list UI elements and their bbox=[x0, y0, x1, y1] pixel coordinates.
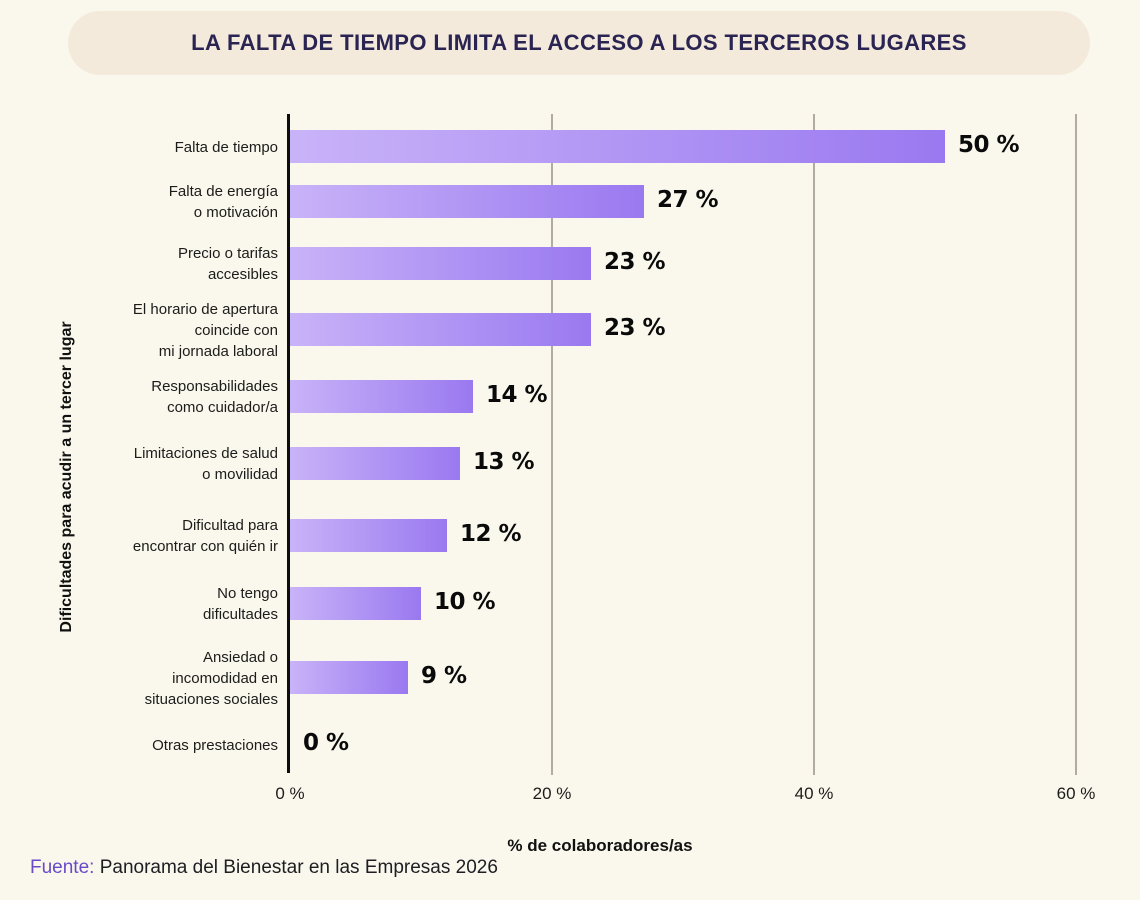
value-label: 27 % bbox=[657, 187, 719, 213]
bar-segment bbox=[290, 313, 591, 346]
value-label: 23 % bbox=[604, 315, 666, 341]
title-pill: LA FALTA DE TIEMPO LIMITA EL ACCESO A LO… bbox=[68, 11, 1090, 75]
x-tick-label: 0 % bbox=[275, 784, 305, 803]
x-axis-title: % de colaboradores/as bbox=[507, 836, 693, 855]
category-label: Precio o tarifas accesibles bbox=[177, 245, 278, 283]
x-tick-label: 40 % bbox=[794, 784, 834, 803]
category-label: Limitaciones de salud o movilidad bbox=[133, 445, 278, 483]
bar-segment bbox=[290, 519, 447, 552]
value-label: 14 % bbox=[486, 382, 548, 408]
source-label: Fuente: bbox=[30, 857, 95, 878]
category-label: Otras prestaciones bbox=[152, 736, 278, 754]
bar-segment bbox=[290, 130, 945, 163]
y-axis-line bbox=[287, 114, 290, 773]
category-label: Ansiedad o incomodidad en situaciones so… bbox=[144, 648, 278, 708]
bar-segment bbox=[290, 661, 408, 694]
chart-title: LA FALTA DE TIEMPO LIMITA EL ACCESO A LO… bbox=[191, 30, 967, 55]
source-text: Panorama del Bienestar en las Empresas 2… bbox=[94, 857, 498, 878]
gridline-20pct bbox=[551, 114, 553, 775]
category-label: Falta de tiempo bbox=[174, 138, 278, 156]
source-note: Fuente: Panorama del Bienestar en las Em… bbox=[30, 857, 498, 879]
x-tick-label: 20 % bbox=[532, 784, 572, 803]
bar-segment bbox=[290, 587, 421, 620]
x-tick-label: 60 % bbox=[1056, 784, 1096, 803]
category-label: El horario de apertura coincide con mi j… bbox=[132, 300, 278, 360]
bar-segment bbox=[290, 380, 473, 413]
category-label: Responsabilidades como cuidador/a bbox=[151, 378, 278, 416]
gridline-60pct bbox=[1075, 114, 1077, 775]
value-label: 9 % bbox=[421, 663, 467, 689]
value-label: 12 % bbox=[460, 521, 522, 547]
value-label: 23 % bbox=[604, 249, 666, 275]
gridline-40pct bbox=[813, 114, 815, 775]
value-label: 50 % bbox=[958, 132, 1020, 158]
category-label: Falta de energía o motivación bbox=[168, 183, 278, 221]
value-label: 0 % bbox=[303, 730, 349, 756]
category-label: No tengo dificultades bbox=[202, 585, 278, 623]
bar-segment bbox=[290, 247, 591, 280]
category-label: Dificultad para encontrar con quién ir bbox=[132, 517, 278, 555]
value-label: 10 % bbox=[434, 589, 496, 615]
value-label: 13 % bbox=[473, 449, 535, 475]
bar-segment bbox=[290, 447, 460, 480]
bar-segment bbox=[290, 185, 644, 218]
